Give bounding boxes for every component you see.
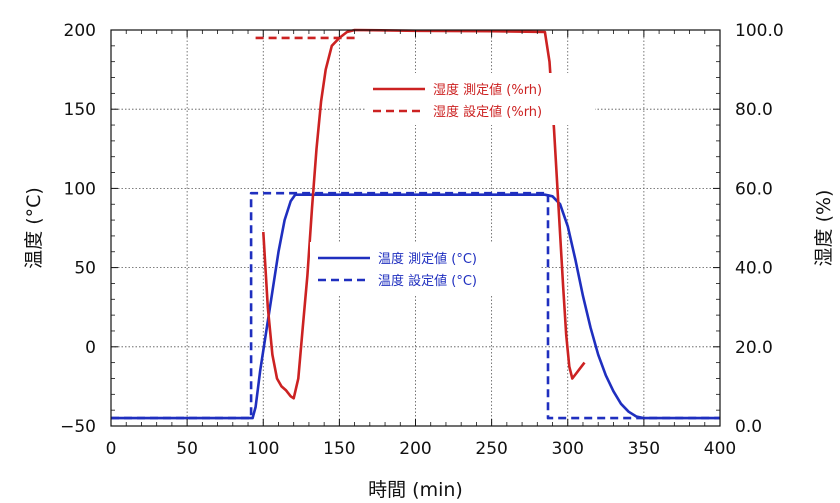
y-left-tick-label: 100 bbox=[64, 179, 96, 199]
y-right-tick-labels: 0.0 20.0 40.0 60.0 80.0 100.0 bbox=[735, 21, 784, 437]
x-tick-label: 0 bbox=[106, 439, 117, 459]
x-tick-label: 200 bbox=[399, 439, 431, 459]
x-tick-label: 100 bbox=[247, 439, 279, 459]
legend-label: 湿度 測定値 (%rh) bbox=[433, 82, 542, 98]
legend-label: 温度 測定値 (°C) bbox=[378, 251, 477, 267]
y-right-axis-title: 湿度 (%) bbox=[813, 190, 835, 267]
series-line bbox=[111, 191, 720, 420]
x-tick-label: 300 bbox=[552, 439, 584, 459]
x-tick-label: 150 bbox=[323, 439, 355, 459]
y-left-tick-labels: −50 0 50 100 150 200 bbox=[60, 21, 96, 437]
x-tick-label: 50 bbox=[176, 439, 198, 459]
legend-label: 温度 設定値 (°C) bbox=[378, 273, 477, 289]
series-layer bbox=[111, 28, 720, 420]
tick-marks bbox=[110, 29, 721, 427]
y-right-tick-label: 40.0 bbox=[735, 259, 773, 279]
y-left-axis-title: 温度 (°C) bbox=[23, 187, 45, 269]
series-line bbox=[262, 28, 586, 400]
x-tick-label: 250 bbox=[475, 439, 507, 459]
y-left-tick-label: 200 bbox=[64, 21, 96, 41]
y-left-tick-label: 50 bbox=[74, 259, 96, 279]
x-tick-label: 400 bbox=[704, 439, 736, 459]
y-right-tick-label: 80.0 bbox=[735, 100, 773, 120]
legend-temperature: 温度 測定値 (°C) 温度 設定値 (°C) bbox=[310, 242, 540, 294]
y-right-tick-label: 0.0 bbox=[735, 417, 762, 437]
y-left-tick-label: 0 bbox=[85, 338, 96, 358]
y-left-tick-label: −50 bbox=[60, 417, 96, 437]
x-tick-label: 350 bbox=[628, 439, 660, 459]
x-axis-title: 時間 (min) bbox=[368, 479, 463, 501]
y-left-tick-label: 150 bbox=[64, 100, 96, 120]
legend-box bbox=[310, 242, 540, 294]
legend-box bbox=[365, 73, 595, 125]
legend-label: 湿度 設定値 (%rh) bbox=[433, 104, 542, 120]
y-right-tick-label: 60.0 bbox=[735, 179, 773, 199]
y-right-tick-label: 20.0 bbox=[735, 338, 773, 358]
x-tick-labels: 0 50 100 150 200 250 300 350 400 bbox=[106, 439, 737, 459]
legend-humidity: 湿度 測定値 (%rh) 湿度 設定値 (%rh) bbox=[365, 73, 595, 125]
y-right-tick-label: 100.0 bbox=[735, 21, 784, 41]
